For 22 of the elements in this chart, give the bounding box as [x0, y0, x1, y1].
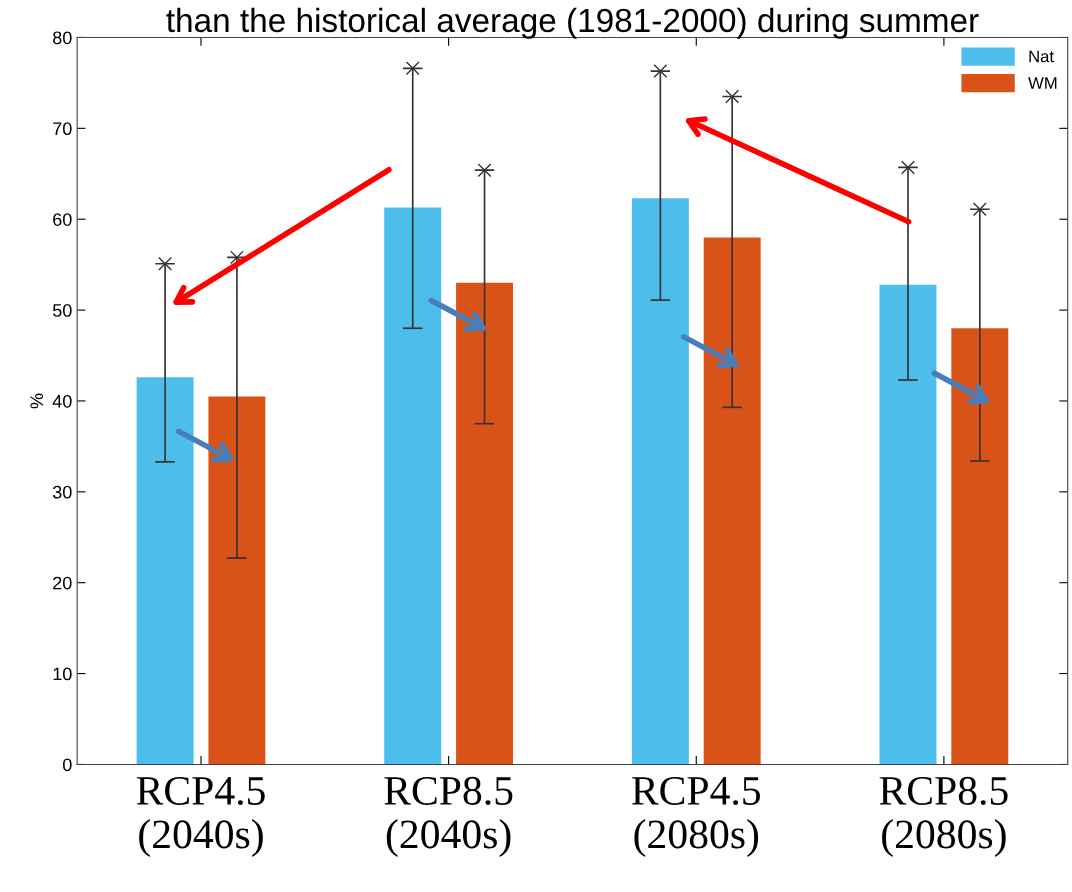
y-tick-label: 10 [53, 667, 72, 681]
bar [208, 396, 266, 765]
bar [136, 377, 194, 765]
bar [631, 198, 689, 765]
x-tick-label: RCP4.5 (2080s) [632, 776, 761, 857]
chart-title: than the historical average (1981-2000) during summer [166, 7, 979, 39]
y-tick-label: 50 [52, 304, 72, 317]
bar [879, 284, 937, 765]
y-axis-title: % [30, 393, 44, 409]
x-tick-label: RCP8.5 (2040s) [384, 776, 513, 857]
legend-label: Nat [1029, 50, 1054, 63]
y-tick-label: 0 [62, 758, 72, 772]
y-tick-label: 80 [53, 31, 72, 45]
y-tick-label: 70 [53, 122, 72, 136]
x-tick-label: RCP4.5 (2040s) [136, 776, 265, 857]
y-tick-label: 40 [52, 394, 72, 408]
legend-label: WM [1028, 77, 1057, 89]
y-tick-label: 20 [53, 576, 72, 590]
bar [384, 207, 442, 765]
x-tick-label: RCP8.5 (2080s) [879, 776, 1008, 857]
y-tick-label: 60 [53, 213, 72, 226]
y-tick-label: 30 [52, 485, 72, 499]
